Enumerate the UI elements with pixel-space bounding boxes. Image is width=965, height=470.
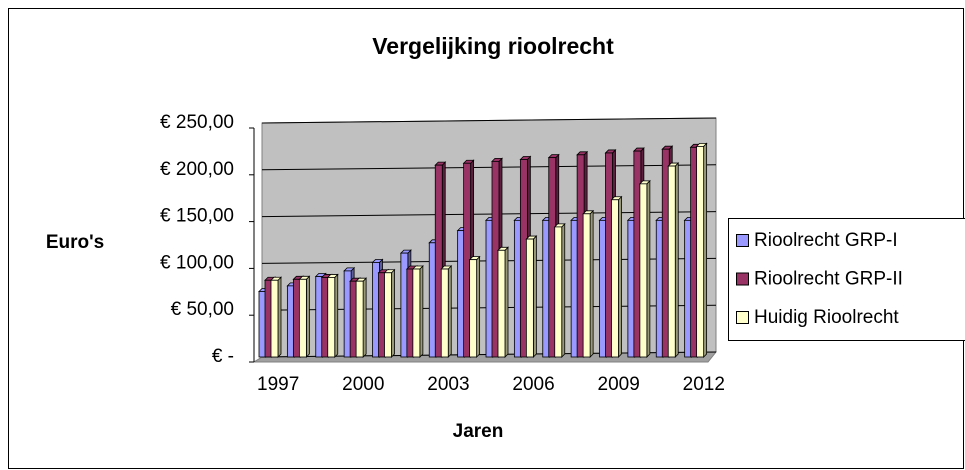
bar — [554, 226, 563, 358]
bar — [639, 183, 648, 358]
bar-depth — [646, 179, 651, 358]
bar — [270, 279, 279, 358]
bar — [440, 268, 449, 358]
x-tick-label: 2000 — [342, 374, 384, 395]
bar — [327, 277, 336, 358]
bar-depth — [532, 235, 537, 358]
bar-depth — [447, 265, 452, 358]
bar-depth — [476, 255, 481, 358]
x-axis-label: Jaren — [453, 421, 504, 442]
bar-depth — [703, 142, 708, 358]
bar-depth — [589, 209, 594, 358]
bar — [434, 164, 443, 358]
x-tick-label: 1997 — [257, 374, 299, 395]
bar-depth — [277, 276, 282, 358]
bar — [355, 280, 364, 358]
bar-depth — [334, 273, 339, 358]
x-tick-label: 2003 — [427, 374, 469, 395]
y-axis-label: Euro's — [46, 232, 104, 253]
bar — [582, 213, 591, 358]
legend-label: Huidig Rioolrecht — [754, 307, 899, 328]
legend-label: Rioolrecht GRP-I — [754, 230, 898, 251]
y-tick-label: € 150,00 — [160, 206, 234, 227]
bar-depth — [504, 246, 509, 358]
legend-label: Rioolrecht GRP-II — [754, 269, 903, 290]
bar — [384, 272, 392, 358]
bar — [469, 259, 478, 358]
x-tick-label: 2012 — [683, 374, 725, 395]
y-tick-label: € 100,00 — [160, 252, 234, 273]
bar-depth — [674, 162, 679, 358]
bar — [298, 278, 307, 358]
bar-depth — [561, 222, 566, 358]
bar — [696, 145, 705, 358]
grid-line — [261, 117, 717, 124]
bar — [525, 238, 534, 358]
chart-title: Vergelijking rioolrecht — [372, 33, 614, 59]
bar-depth — [419, 265, 424, 358]
bar — [412, 268, 421, 358]
bar-depth — [362, 277, 367, 358]
bar-depth — [305, 275, 310, 358]
bar — [611, 199, 619, 358]
x-tick-label: 2006 — [512, 374, 554, 395]
bar — [667, 165, 676, 358]
bar — [497, 249, 506, 358]
legend-swatch — [736, 234, 749, 247]
y-tick-label: € - — [212, 346, 234, 367]
legend-swatch — [736, 311, 749, 324]
x-tick-label: 2009 — [598, 374, 640, 395]
bar-depth — [391, 268, 395, 358]
legend — [728, 218, 965, 341]
legend-swatch — [736, 272, 749, 286]
y-tick-label: € 250,00 — [160, 112, 234, 133]
y-tick-label: € 200,00 — [160, 159, 234, 180]
bar-depth — [618, 195, 622, 358]
y-tick-label: € 50,00 — [171, 299, 234, 320]
